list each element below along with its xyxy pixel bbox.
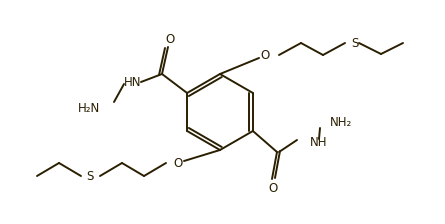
Text: NH: NH	[310, 136, 328, 149]
Text: NH₂: NH₂	[330, 116, 352, 129]
Text: H₂N: H₂N	[78, 101, 100, 114]
Text: S: S	[86, 170, 94, 183]
Text: O: O	[166, 32, 174, 45]
Text: O: O	[174, 157, 182, 170]
Text: O: O	[268, 181, 278, 194]
Text: HN: HN	[124, 75, 142, 88]
Text: O: O	[260, 49, 270, 62]
Text: S: S	[351, 37, 359, 50]
